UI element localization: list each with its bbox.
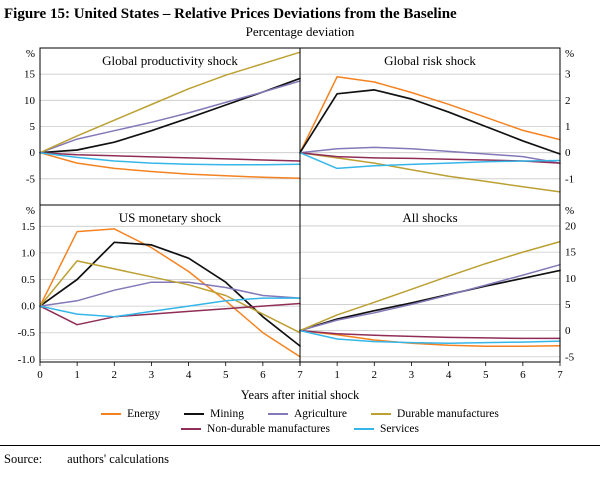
svg-text:All shocks: All shocks [402, 210, 457, 225]
svg-text:1: 1 [74, 369, 80, 381]
svg-text:0.0: 0.0 [21, 301, 35, 313]
svg-text:1.0: 1.0 [21, 247, 35, 259]
figure-title: Figure 15: United States – Relative Pric… [4, 6, 457, 22]
svg-text:15: 15 [24, 69, 36, 81]
svg-text:2: 2 [112, 369, 118, 381]
legend-swatch-agriculture [268, 412, 288, 416]
source-label: Source: [4, 452, 43, 466]
source-line: Source: authors' calculations [0, 445, 600, 467]
svg-text:%: % [565, 205, 574, 217]
svg-text:5: 5 [223, 369, 229, 381]
legend-label-services: Services [379, 423, 419, 435]
svg-text:6: 6 [260, 369, 266, 381]
svg-text:2: 2 [372, 369, 378, 381]
legend-item-agriculture: Agriculture [268, 408, 347, 420]
svg-text:%: % [26, 48, 35, 60]
svg-text:7: 7 [297, 369, 303, 381]
svg-text:0.5: 0.5 [21, 274, 35, 286]
svg-text:5: 5 [483, 369, 489, 381]
legend-row-1: Energy Mining Agriculture Durable manufa… [101, 408, 499, 420]
svg-text:-0.5: -0.5 [18, 327, 36, 339]
svg-text:-5: -5 [565, 351, 575, 363]
legend-item-mining: Mining [184, 408, 244, 420]
svg-text:4: 4 [186, 369, 192, 381]
svg-text:1: 1 [565, 121, 571, 133]
svg-text:-1.0: -1.0 [18, 354, 36, 366]
svg-text:20: 20 [565, 220, 577, 232]
svg-text:10: 10 [24, 95, 36, 107]
figure-subtitle: Percentage deviation [245, 24, 355, 39]
svg-text:%: % [565, 48, 574, 60]
source-text: authors' calculations [67, 452, 169, 466]
svg-text:6: 6 [520, 369, 526, 381]
legend-item-durable-manufactures: Durable manufactures [371, 408, 499, 420]
svg-text:2: 2 [565, 95, 571, 107]
legend-swatch-energy [101, 412, 122, 416]
svg-text:US monetary shock: US monetary shock [119, 210, 222, 225]
legend-item-energy: Energy [101, 408, 160, 420]
legend-label-non-durable-manufactures: Non-durable manufactures [207, 423, 330, 435]
legend-swatch-mining [184, 412, 205, 416]
svg-text:Global productivity shock: Global productivity shock [102, 53, 238, 68]
legend-item-non-durable-manufactures: Non-durable manufactures [181, 423, 330, 435]
svg-text:1: 1 [334, 369, 340, 381]
legend-swatch-non-durable-manufactures [181, 427, 202, 431]
svg-text:5: 5 [565, 299, 571, 311]
svg-text:0: 0 [37, 369, 43, 381]
legend-swatch-durable-manufactures [371, 412, 392, 416]
svg-text:4: 4 [446, 369, 452, 381]
svg-text:3: 3 [149, 369, 155, 381]
svg-text:7: 7 [557, 369, 563, 381]
legend-item-services: Services [353, 423, 419, 435]
legend-row-2: Non-durable manufactures Services [181, 423, 419, 435]
svg-text:-1: -1 [565, 173, 574, 185]
svg-text:10: 10 [565, 273, 577, 285]
legend-swatch-services [353, 427, 374, 431]
svg-text:-5: -5 [26, 173, 36, 185]
svg-text:3: 3 [565, 69, 571, 81]
x-axis-label: Years after initial shock [240, 388, 360, 402]
legend-label-mining: Mining [210, 408, 244, 420]
svg-text:0: 0 [565, 147, 571, 159]
legend-label-durable-manufactures: Durable manufactures [397, 408, 499, 420]
svg-text:%: % [26, 205, 35, 217]
legend: Energy Mining Agriculture Durable manufa… [0, 408, 600, 435]
svg-text:0: 0 [30, 147, 36, 159]
svg-text:5: 5 [30, 121, 36, 133]
svg-text:0: 0 [565, 325, 571, 337]
svg-text:Global risk shock: Global risk shock [384, 53, 476, 68]
legend-label-agriculture: Agriculture [294, 408, 348, 420]
svg-text:15: 15 [565, 247, 577, 259]
legend-label-energy: Energy [127, 408, 161, 420]
svg-text:1.5: 1.5 [21, 221, 35, 233]
svg-text:3: 3 [409, 369, 415, 381]
